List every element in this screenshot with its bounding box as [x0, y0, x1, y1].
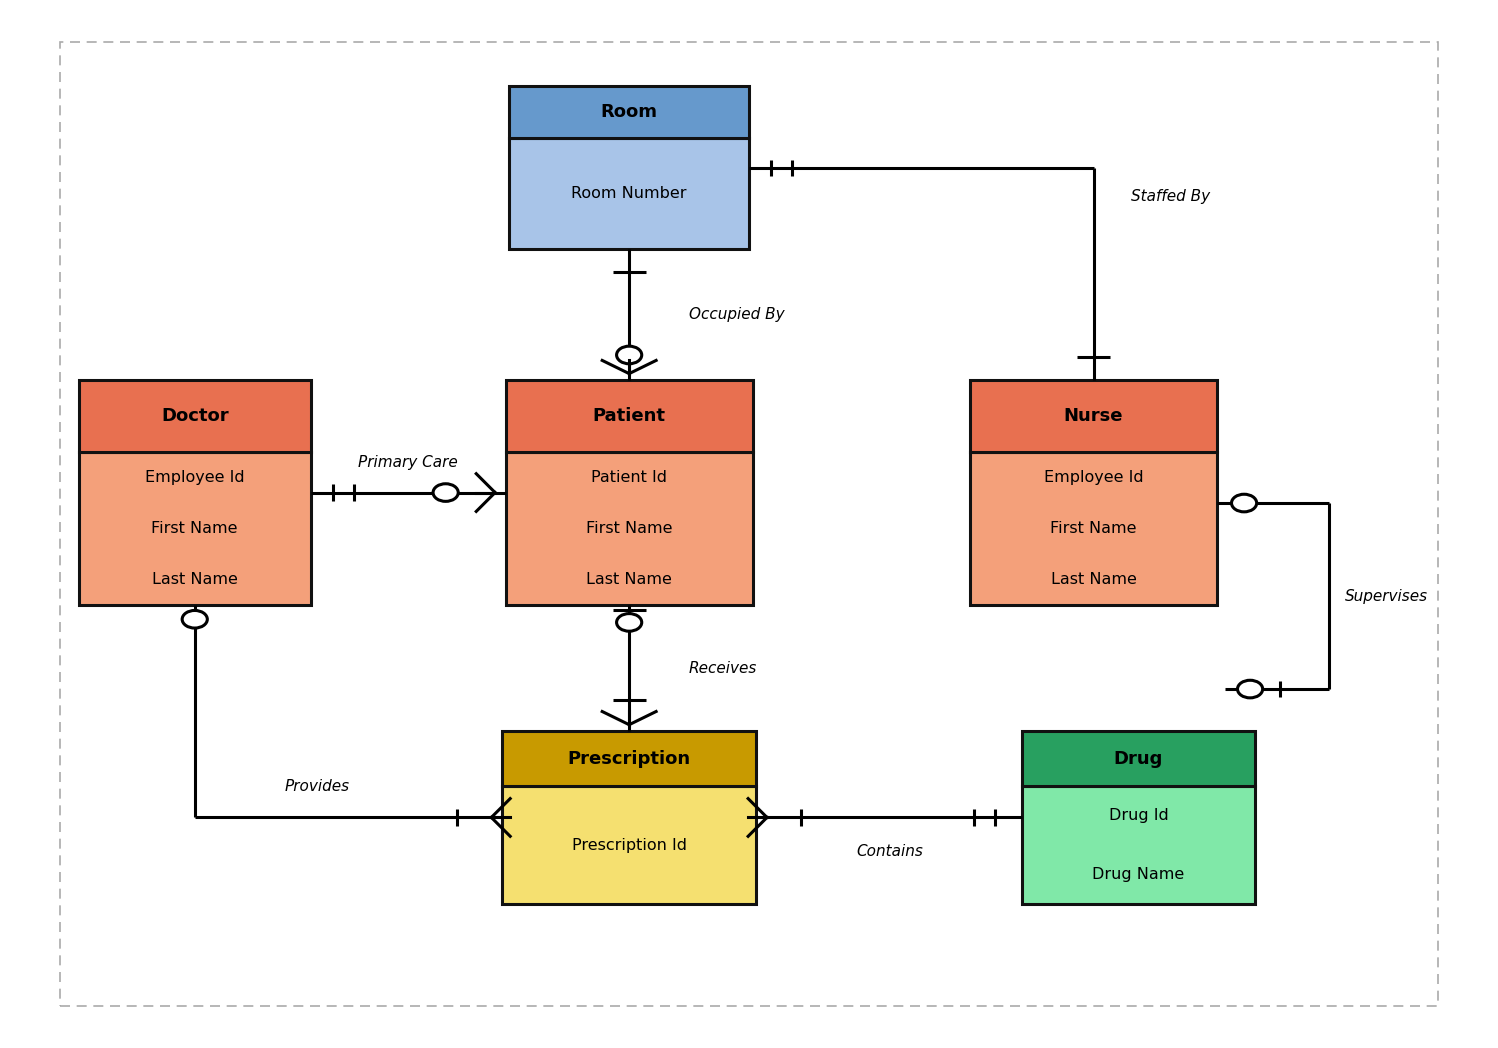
Bar	[505, 452, 752, 606]
Bar	[79, 380, 312, 452]
Circle shape	[183, 610, 207, 628]
Text: Drug Id: Drug Id	[1109, 808, 1168, 824]
Text: Last Name: Last Name	[1050, 572, 1137, 587]
Text: First Name: First Name	[1050, 521, 1137, 537]
Circle shape	[433, 484, 458, 501]
Text: Drug Name: Drug Name	[1092, 867, 1185, 882]
Text: Doctor: Doctor	[160, 407, 229, 424]
Text: Room: Room	[601, 104, 658, 122]
Circle shape	[1237, 680, 1263, 698]
Text: First Name: First Name	[151, 521, 238, 537]
Text: Nurse: Nurse	[1064, 407, 1124, 424]
Text: Prescription: Prescription	[568, 749, 691, 767]
Bar	[509, 87, 749, 138]
Text: Patient: Patient	[593, 407, 665, 424]
Circle shape	[617, 614, 641, 631]
Text: Patient Id: Patient Id	[592, 471, 667, 485]
Bar	[971, 452, 1216, 606]
Bar	[971, 380, 1216, 452]
Text: Provides: Provides	[285, 780, 349, 794]
Circle shape	[1231, 495, 1257, 511]
Text: First Name: First Name	[586, 521, 673, 537]
Text: Prescription Id: Prescription Id	[572, 837, 686, 853]
Text: Occupied By: Occupied By	[689, 307, 785, 322]
Text: Drug: Drug	[1115, 749, 1162, 767]
Text: Employee Id: Employee Id	[145, 471, 244, 485]
Bar	[502, 786, 756, 903]
Circle shape	[617, 346, 641, 364]
Text: Staffed By: Staffed By	[1131, 189, 1210, 203]
Text: Supervises: Supervises	[1345, 589, 1428, 604]
Text: Contains: Contains	[855, 844, 923, 858]
Bar	[505, 380, 752, 452]
Text: Last Name: Last Name	[586, 572, 673, 587]
Bar	[1022, 732, 1255, 786]
Text: Last Name: Last Name	[151, 572, 238, 587]
Text: Employee Id: Employee Id	[1044, 471, 1143, 485]
Bar	[1022, 786, 1255, 903]
Bar	[509, 138, 749, 249]
Text: Receives: Receives	[689, 660, 758, 676]
Text: Room Number: Room Number	[571, 187, 688, 201]
Bar	[502, 732, 756, 786]
Text: Primary Care: Primary Care	[358, 455, 458, 470]
Bar	[79, 452, 312, 606]
